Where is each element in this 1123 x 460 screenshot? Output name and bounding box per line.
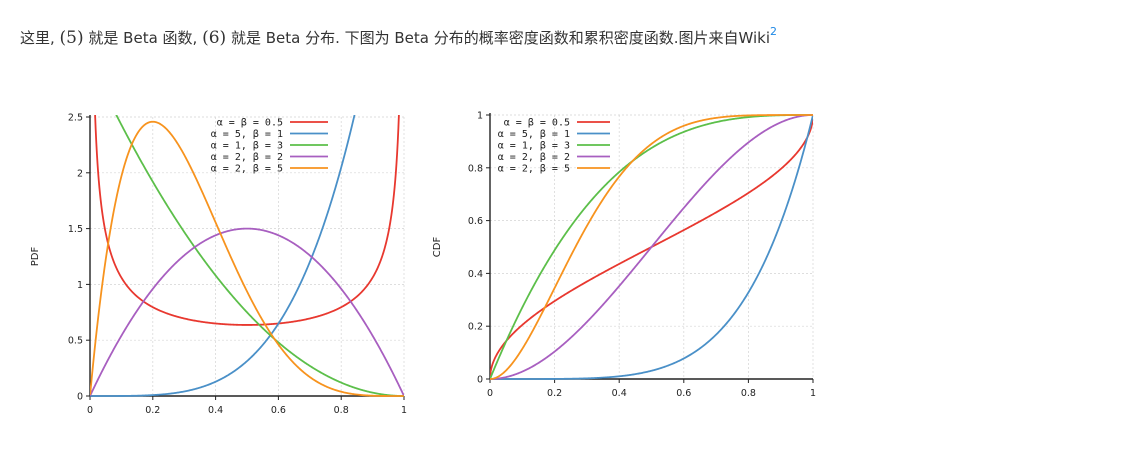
cdf-legend-label: α = β = 0.5 — [504, 118, 570, 129]
pdf-x-tick-label: 0.6 — [271, 405, 286, 416]
cdf-series-line-2 — [490, 114, 813, 380]
pdf-legend: α = β = 0.5α = 5, β = 1α = 1, β = 3α = 2… — [211, 118, 328, 175]
pdf-x-tick-label: 0.4 — [208, 405, 223, 416]
pdf-y-tick-label: 1.5 — [68, 224, 83, 235]
pdf-x-tick-label: 1 — [401, 405, 407, 416]
cdf-x-tick-label: 0.2 — [547, 388, 562, 399]
pdf-y-axis-label: PDF — [30, 247, 41, 267]
cdf-x-tick-label: 0.6 — [676, 388, 691, 399]
intro-text-2: 就是 Beta 函数, — [83, 29, 203, 47]
pdf-y-tick-label: 1 — [77, 280, 83, 291]
pdf-legend-label: α = 2, β = 2 — [211, 152, 283, 163]
cdf-chart: 0 0.2 0.4 0.6 0.8 1 0 0.2 0.4 0.6 0.8 1 CDF α = β = 0… — [432, 111, 816, 400]
pdf-series-line-3 — [115, 115, 404, 397]
cdf-y-tick-label: 1 — [477, 111, 483, 122]
intro-paragraph: 这里, (5) 就是 Beta 函数, (6) 就是 Beta 分布. 下图为 … — [20, 22, 777, 50]
cdf-legend-label: α = 2, β = 2 — [498, 152, 570, 163]
pdf-y-tick-label: 0.5 — [68, 336, 83, 347]
cdf-x-tick-label: 1 — [810, 388, 816, 399]
cdf-series-line-3 — [490, 114, 813, 380]
cdf-x-tick-label: 0.8 — [741, 388, 756, 399]
pdf-y-tick-label: 2.5 — [68, 113, 83, 124]
cdf-y-axis-label: CDF — [432, 237, 443, 258]
pdf-chart: 0 0.2 0.4 0.6 0.8 1 0 0.5 1 1.5 2 2.5 PDF α = β = 0.5… — [30, 113, 407, 417]
pdf-legend-label: α = β = 0.5 — [217, 118, 283, 129]
cdf-y-tick-label: 0.4 — [468, 269, 483, 280]
pdf-x-tick-label: 0 — [87, 405, 93, 416]
cdf-y-tick-label: 0 — [477, 375, 483, 386]
intro-text-1: 这里, — [20, 29, 60, 47]
cdf-legend-label: α = 5, β = 1 — [498, 129, 570, 140]
cdf-y-tick-label: 0.6 — [468, 216, 483, 227]
pdf-y-tick-label: 2 — [77, 168, 83, 179]
cdf-y-tick-label: 0.8 — [468, 163, 483, 174]
pdf-y-tick-label: 0 — [77, 392, 83, 403]
pdf-legend-label: α = 1, β = 3 — [211, 141, 283, 152]
pdf-legend-label: α = 5, β = 1 — [211, 129, 283, 140]
footnote-link[interactable]: 2 — [770, 25, 778, 38]
pdf-legend-label: α = 2, β = 5 — [211, 164, 283, 175]
cdf-x-tick-label: 0.4 — [612, 388, 627, 399]
cdf-y-tick-label: 0.2 — [468, 322, 483, 333]
cdf-legend-label: α = 1, β = 3 — [498, 141, 570, 152]
pdf-series-line-1 — [94, 115, 400, 326]
pdf-x-tick-label: 0.2 — [145, 405, 160, 416]
pdf-series-line-4 — [90, 227, 404, 397]
pdf-x-tick-label: 0.8 — [334, 405, 349, 416]
cdf-legend-label: α = 2, β = 5 — [498, 164, 570, 175]
cdf-legend: α = β = 0.5α = 5, β = 1α = 1, β = 3α = 2… — [498, 118, 610, 175]
pdf-series-line-2 — [90, 115, 356, 397]
equation-ref-5: (5) — [59, 28, 84, 48]
equation-ref-6: (6) — [202, 28, 227, 48]
cdf-series-line-4 — [490, 114, 813, 380]
cdf-series-line-5 — [490, 114, 813, 380]
pdf-series-line-5 — [90, 120, 404, 397]
intro-text-3: 就是 Beta 分布. 下图为 Beta 分布的概率密度函数和累积密度函数.图片… — [226, 29, 771, 47]
cdf-x-tick-label: 0 — [487, 388, 493, 399]
